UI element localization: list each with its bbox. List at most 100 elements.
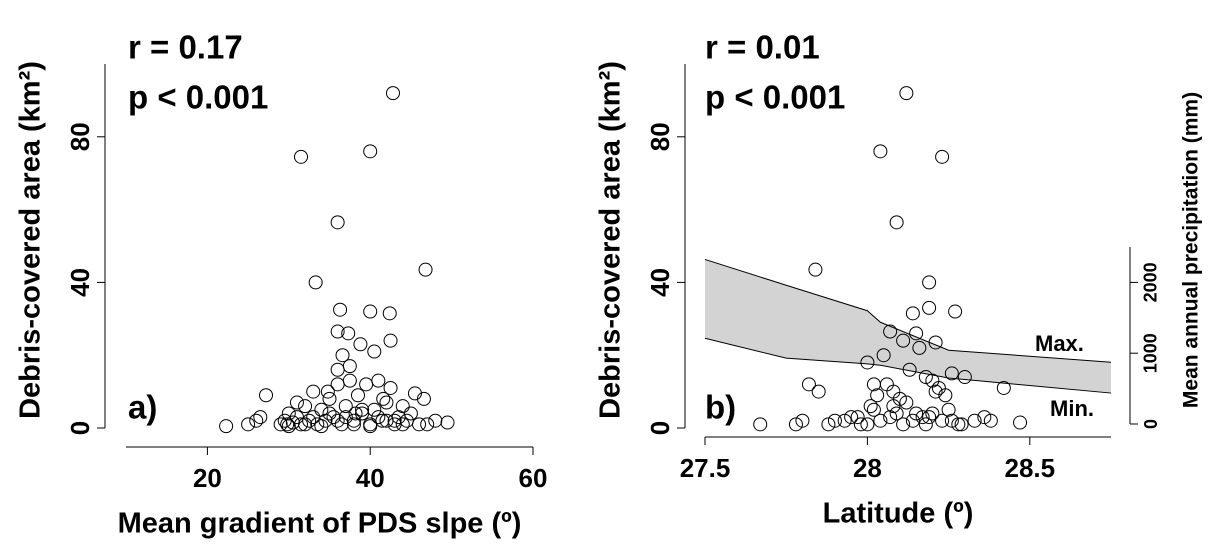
point [886,384,901,399]
point [367,402,382,417]
point [821,417,836,432]
point [280,417,295,432]
point [801,377,816,392]
point [359,377,374,392]
point [873,144,888,159]
annotation: p < 0.001 [128,79,268,116]
point [346,417,361,432]
point [418,262,433,277]
point [342,359,357,374]
point [353,337,368,352]
point [399,413,414,428]
point [281,419,296,434]
point [249,413,264,428]
point [902,362,917,377]
point [407,386,422,401]
point [330,413,345,428]
point [330,377,345,392]
y-tick-label: 0 [65,421,95,435]
point [918,370,933,385]
point [330,324,345,339]
x-tick-label: 28 [853,453,882,483]
point [808,262,823,277]
point [860,355,875,370]
point [289,395,304,410]
point [253,410,268,425]
point [346,413,361,428]
point [298,399,313,414]
y-tick-label: 40 [645,268,675,297]
y-tick-label: 0 [645,421,675,435]
point [334,417,349,432]
x-axis-label: Latitude (º) [823,498,974,530]
point [977,410,992,425]
x-tick-label: 40 [356,463,385,493]
point [338,410,353,425]
point [899,395,914,410]
point [338,399,353,414]
point [899,86,914,101]
annotation: r = 0.01 [705,29,820,66]
point [383,333,398,348]
y-tick-label: 80 [645,122,675,151]
x-tick-label: 27.5 [680,453,731,483]
y2-axis-label: Mean annual precipitation (mm) [1180,92,1203,408]
point [983,413,998,428]
x-tick-label: 20 [193,463,222,493]
point [320,384,335,399]
point [395,399,410,414]
point [333,302,348,317]
point [905,306,920,321]
y-tick-label: 40 [65,268,95,297]
point [355,402,370,417]
point [383,380,398,395]
point [879,377,894,392]
y2-tick-label: 2000 [1141,262,1161,302]
point [294,417,309,432]
point [376,391,391,406]
point [944,366,959,381]
point [363,419,378,434]
point [306,384,321,399]
point [912,340,927,355]
point [341,326,356,341]
point [954,417,969,432]
point [925,406,940,421]
point [870,388,885,403]
point [896,417,911,432]
point [795,413,810,428]
point [306,410,321,425]
point [788,417,803,432]
point [873,413,888,428]
point [853,417,868,432]
point [850,410,865,425]
point [967,413,982,428]
point [379,395,394,410]
point [889,406,904,421]
point [440,415,455,430]
point [948,304,963,319]
point [298,417,313,432]
point [928,384,943,399]
point [385,86,400,101]
point [860,417,875,432]
point [273,417,288,432]
point [379,413,394,428]
point [909,326,924,341]
point [883,410,898,425]
point [928,335,943,350]
point [889,215,904,230]
point [363,304,378,319]
point [403,406,418,421]
annotation: a) [128,389,157,426]
x-tick-label: 28.5 [1004,453,1055,483]
point [322,391,337,406]
point [905,413,920,428]
point [996,380,1011,395]
point [342,373,357,388]
point [922,410,937,425]
point [837,413,852,428]
annotation: p < 0.001 [705,79,845,116]
point [844,410,859,425]
